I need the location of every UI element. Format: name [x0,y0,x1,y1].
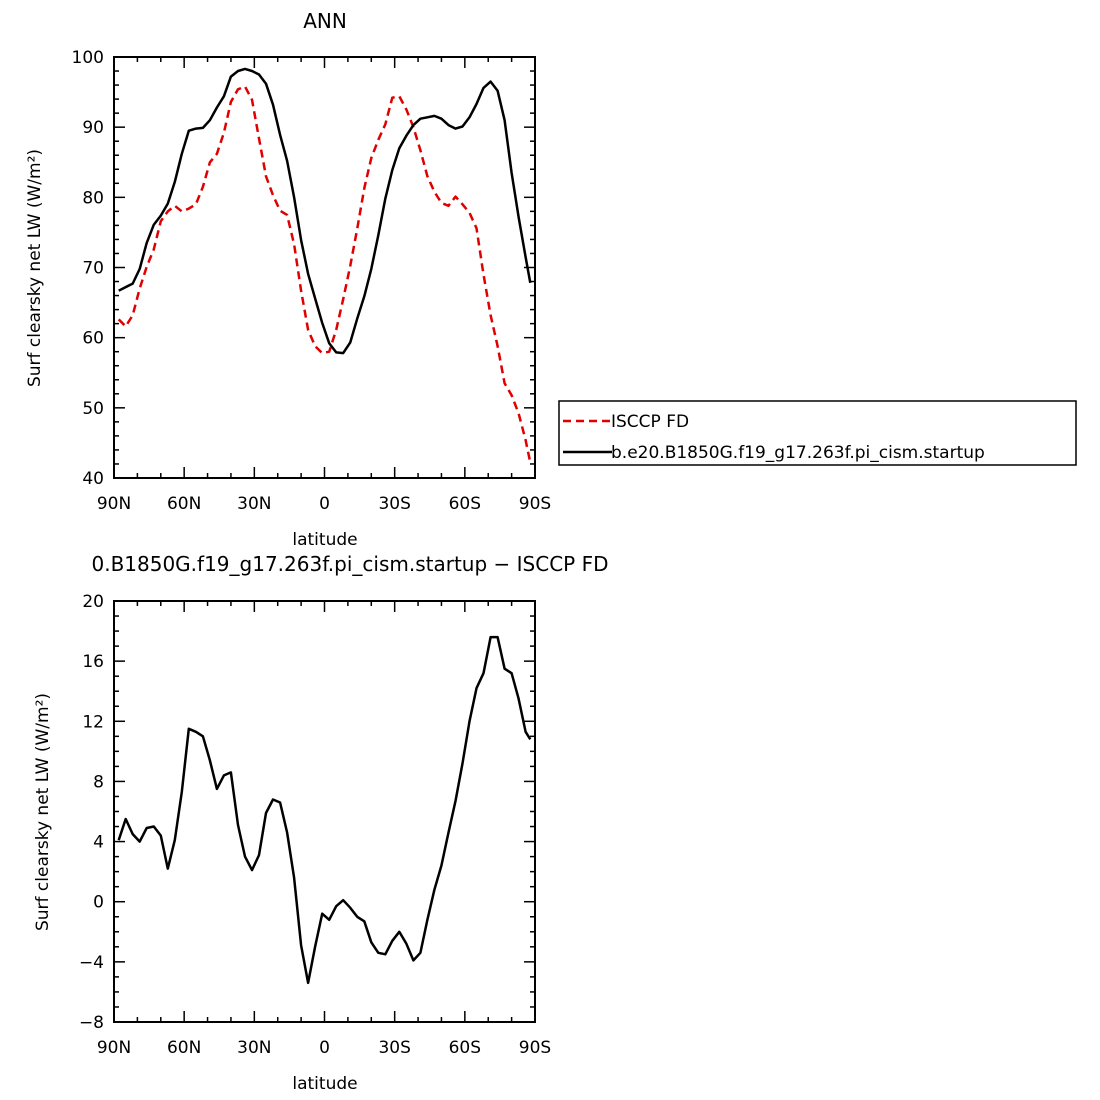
top-chart: ANN 90N 60N 30N 0 30S 60S 90S 40 50 60 70 80 90 100 l… [25,9,551,550]
y-tick-label: 12 [82,712,104,732]
y-tick-label: 4 [93,833,104,853]
y-tick-label: 60 [82,329,104,349]
top-tick-labels: 90N 60N 30N 0 30S 60S 90S 40 50 60 70 80 90 100 [72,48,552,514]
x-tick-label: 90N [97,1038,131,1058]
bottom-series-lines [117,635,532,985]
y-tick-label: 100 [72,48,104,68]
x-tick-label: 30S [378,494,410,514]
bottom-axis-ticks [113,600,536,1023]
y-tick-label: −4 [79,953,104,973]
x-tick-label: 0 [319,1038,330,1058]
top-y-axis-label: Surf clearsky net LW (W/m²) [25,149,45,387]
x-tick-label: 60N [167,1038,201,1058]
bottom-chart-title: 0.B1850G.f19_g17.263f.pi_cism.startup − … [91,552,608,576]
y-tick-label: −8 [79,1013,104,1033]
y-tick-label: 8 [93,772,104,792]
legend-label-model: b.e20.B1850G.f19_g17.263f.pi_cism.startu… [611,443,985,463]
legend-box [558,400,1077,466]
top-axis-ticks [113,56,536,479]
x-tick-label: 30S [378,1038,410,1058]
y-tick-label: 20 [82,592,104,612]
y-tick-label: 50 [82,399,104,419]
series-line-1 [118,67,532,355]
x-tick-label: 0 [319,494,330,514]
top-series-lines [117,67,532,463]
x-tick-label: 90S [519,494,551,514]
x-tick-label: 90S [519,1038,551,1058]
bottom-y-axis-label: Surf clearsky net LW (W/m²) [33,693,53,931]
legend: ISCCP FD b.e20.B1850G.f19_g17.263f.pi_ci… [558,400,1077,466]
top-x-axis-label: latitude [292,530,357,550]
series-line-0 [117,635,532,985]
x-tick-label: 60N [167,494,201,514]
top-plot-frame [113,56,536,479]
series-line-0 [117,85,532,463]
x-tick-label: 90N [97,494,131,514]
y-tick-label: 90 [82,118,104,138]
y-tick-label: 16 [82,652,104,672]
legend-label-isccp: ISCCP FD [611,412,689,432]
x-tick-label: 60S [449,1038,481,1058]
y-tick-label: 70 [82,259,104,279]
y-tick-label: 80 [82,188,104,208]
y-tick-label: 0 [93,893,104,913]
x-tick-label: 60S [449,494,481,514]
x-tick-label: 30N [237,1038,271,1058]
y-tick-label: 40 [82,469,104,489]
bottom-x-axis-label: latitude [292,1074,357,1094]
top-chart-title: ANN [303,9,347,33]
bottom-plot-frame [113,600,536,1023]
bottom-tick-labels: 90N 60N 30N 0 30S 60S 90S −8 −4 0 4 8 12 16 20 [79,592,551,1058]
x-tick-label: 30N [237,494,271,514]
bottom-chart: 0.B1850G.f19_g17.263f.pi_cism.startup − … [33,552,609,1094]
